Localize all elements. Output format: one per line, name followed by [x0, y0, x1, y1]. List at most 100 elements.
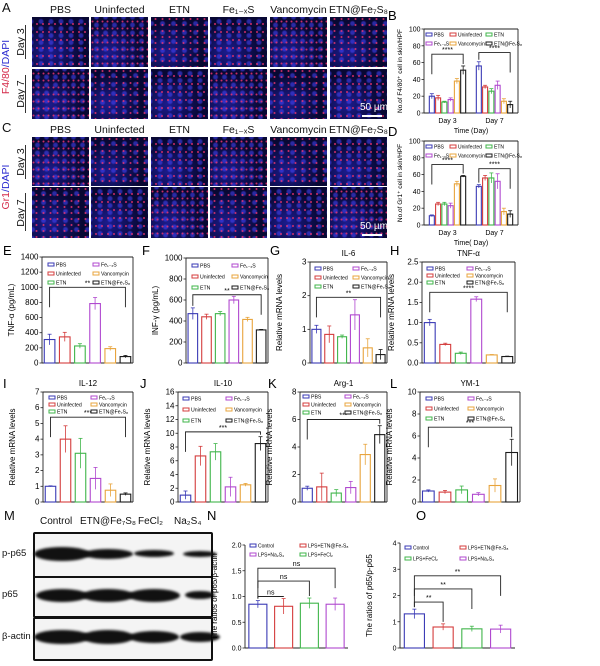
legend-label: Control	[258, 544, 274, 550]
y-tick-label: 1.5	[407, 298, 419, 307]
legend-swatch	[231, 274, 239, 279]
legend-label: Uninfected	[458, 33, 482, 39]
legend-label: LPS+FeCl₂	[308, 553, 333, 559]
legend-swatch	[225, 396, 233, 401]
y-tick-label: 16	[166, 388, 175, 397]
bar	[454, 352, 467, 364]
y-tick-label: 800	[25, 298, 39, 307]
legend-swatch	[47, 280, 55, 285]
legend-swatch	[48, 395, 56, 400]
y-tick-label: 7	[35, 388, 40, 397]
x-axis-label: Time( Day)	[454, 240, 488, 247]
y-tick-label: 800	[169, 275, 183, 284]
significance-bracket	[315, 296, 382, 318]
legend-label: Fe₁₋ₓS	[476, 397, 492, 403]
row-divider	[25, 75, 26, 113]
protein-band	[180, 632, 220, 642]
legend-label: PBS	[56, 263, 67, 269]
panel-letter: O	[416, 508, 426, 523]
bar	[501, 355, 514, 364]
y-tick-label: 0.5	[232, 620, 242, 627]
blot-row-label: β-actin	[2, 631, 31, 642]
y-tick-label: 0	[170, 498, 175, 507]
panel-letter: C	[2, 120, 12, 135]
column-header: Fe₁₋ₓS	[222, 4, 255, 16]
bar	[228, 299, 240, 364]
y-tick-label: 3	[393, 567, 397, 574]
legend-swatch	[467, 416, 475, 421]
significance-label: **	[224, 288, 230, 295]
significance-bracket	[478, 168, 511, 189]
protein-band	[34, 546, 90, 561]
protein-band	[183, 550, 217, 557]
bar	[485, 354, 498, 364]
protein-band	[83, 548, 133, 559]
chart-G: G IL-6 0 1 2 3 Relative mRNA levels ** PBS Uninfe…	[270, 243, 390, 368]
legend-label: ETN	[434, 417, 445, 423]
significance-bracket	[257, 596, 285, 599]
y-tick-label: 0	[412, 498, 417, 507]
chart-title: TNF-α	[457, 249, 480, 258]
chart-H: H TNF-α 0.0 0.5 1.0 1.5 2.0 2.5 Relative mRNA le…	[387, 243, 516, 368]
y-axis-label: The ratios of p65/β-actin	[210, 553, 219, 639]
legend-swatch	[459, 545, 467, 550]
blot-column-label: Na₂S₄	[174, 516, 202, 527]
bar	[299, 602, 319, 649]
panel-letter: D	[388, 124, 397, 139]
legend-swatch	[47, 262, 55, 267]
bar	[374, 434, 386, 503]
chart-L: L YM-1 0 2 4 6 8 10 Relative mRNA levels *** PBS Un…	[385, 376, 521, 507]
legend-swatch	[404, 556, 412, 561]
legend-label: Uninfected	[435, 274, 460, 280]
bar	[441, 203, 448, 226]
legend-label: ETN	[494, 145, 504, 151]
legend-swatch	[467, 396, 475, 401]
legend-swatch	[425, 144, 433, 149]
legend-swatch	[352, 275, 360, 280]
legend-swatch	[299, 543, 307, 548]
legend-label: ETN@Fe₇S₈	[494, 154, 522, 160]
y-tick-label: 6	[170, 456, 175, 465]
y-tick-label: 0	[292, 498, 297, 507]
legend-swatch	[485, 144, 493, 149]
legend-swatch	[425, 416, 433, 421]
y-tick-label: 1000	[165, 254, 183, 263]
legend-swatch	[92, 262, 100, 267]
y-axis-label: Relative mRNA levels	[265, 409, 274, 486]
column-header: ETN	[169, 124, 190, 136]
protein-band	[82, 630, 134, 644]
bar	[435, 203, 442, 226]
legend-label: Uninfected	[434, 407, 459, 413]
significance-label: ***	[219, 425, 227, 432]
legend-swatch	[459, 556, 467, 561]
legend-swatch	[466, 280, 474, 285]
y-tick-label: 60	[413, 60, 421, 67]
bar	[488, 177, 495, 226]
blot-column-label: ETN@Fe₇S₈	[80, 516, 137, 527]
micrograph-image	[91, 187, 148, 238]
y-tick-label: 1200	[21, 268, 39, 277]
y-tick-label: 6	[412, 432, 417, 441]
column-header: ETN@Fe₇S₈	[329, 4, 388, 16]
micrograph-image	[270, 137, 327, 186]
legend-label: ETN	[57, 410, 68, 416]
bar	[461, 628, 483, 649]
bar	[428, 215, 435, 226]
y-tick-label: 3	[35, 450, 40, 459]
y-tick-label: 0	[34, 359, 39, 368]
column-header: ETN	[169, 4, 190, 16]
chart-J: J IL-10 0 2 4 6 8 10 12 14 16 Relative mRNA levels *…	[140, 376, 269, 507]
legend-label: Uninfected	[458, 145, 482, 151]
micrograph-image	[210, 187, 267, 238]
scale-bar-label: 50 µm	[360, 221, 388, 232]
legend-swatch	[302, 394, 310, 399]
y-tick-label: 1.0	[232, 594, 242, 601]
legend-label: ETN@Fe₇S₈	[99, 410, 128, 416]
legend-swatch	[92, 271, 100, 276]
y-tick-label: 8	[170, 443, 175, 452]
protein-band	[129, 631, 179, 643]
legend-label: Fe₁₋ₓS	[353, 395, 369, 401]
micrograph-image	[270, 187, 327, 238]
panel-letter: N	[207, 508, 216, 523]
